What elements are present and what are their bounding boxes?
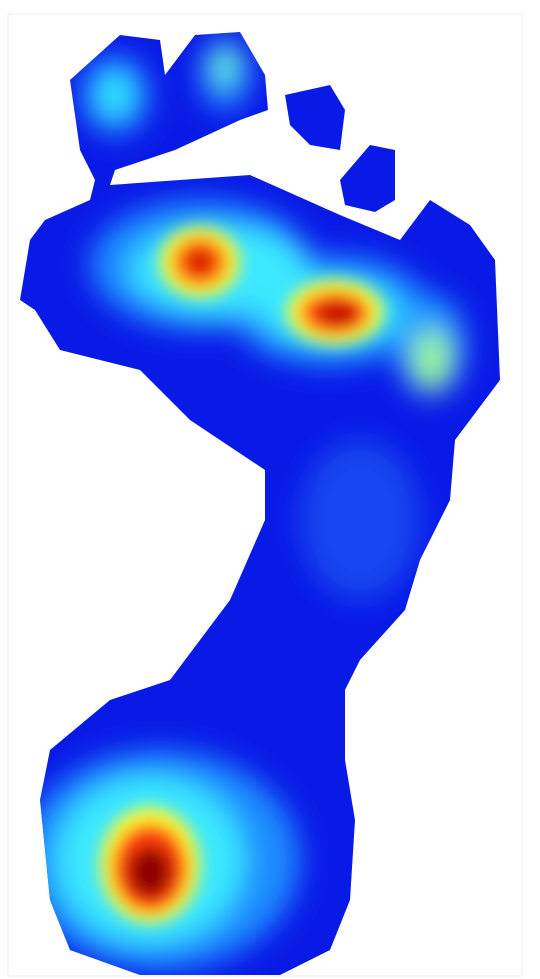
shape xyxy=(300,440,420,600)
shape xyxy=(318,302,358,326)
foot-pressure-heatmap xyxy=(0,0,540,979)
page xyxy=(0,0,540,979)
shape xyxy=(128,846,172,898)
shape xyxy=(95,70,135,120)
shape xyxy=(213,45,237,85)
shape xyxy=(414,330,450,390)
shape xyxy=(186,248,214,276)
